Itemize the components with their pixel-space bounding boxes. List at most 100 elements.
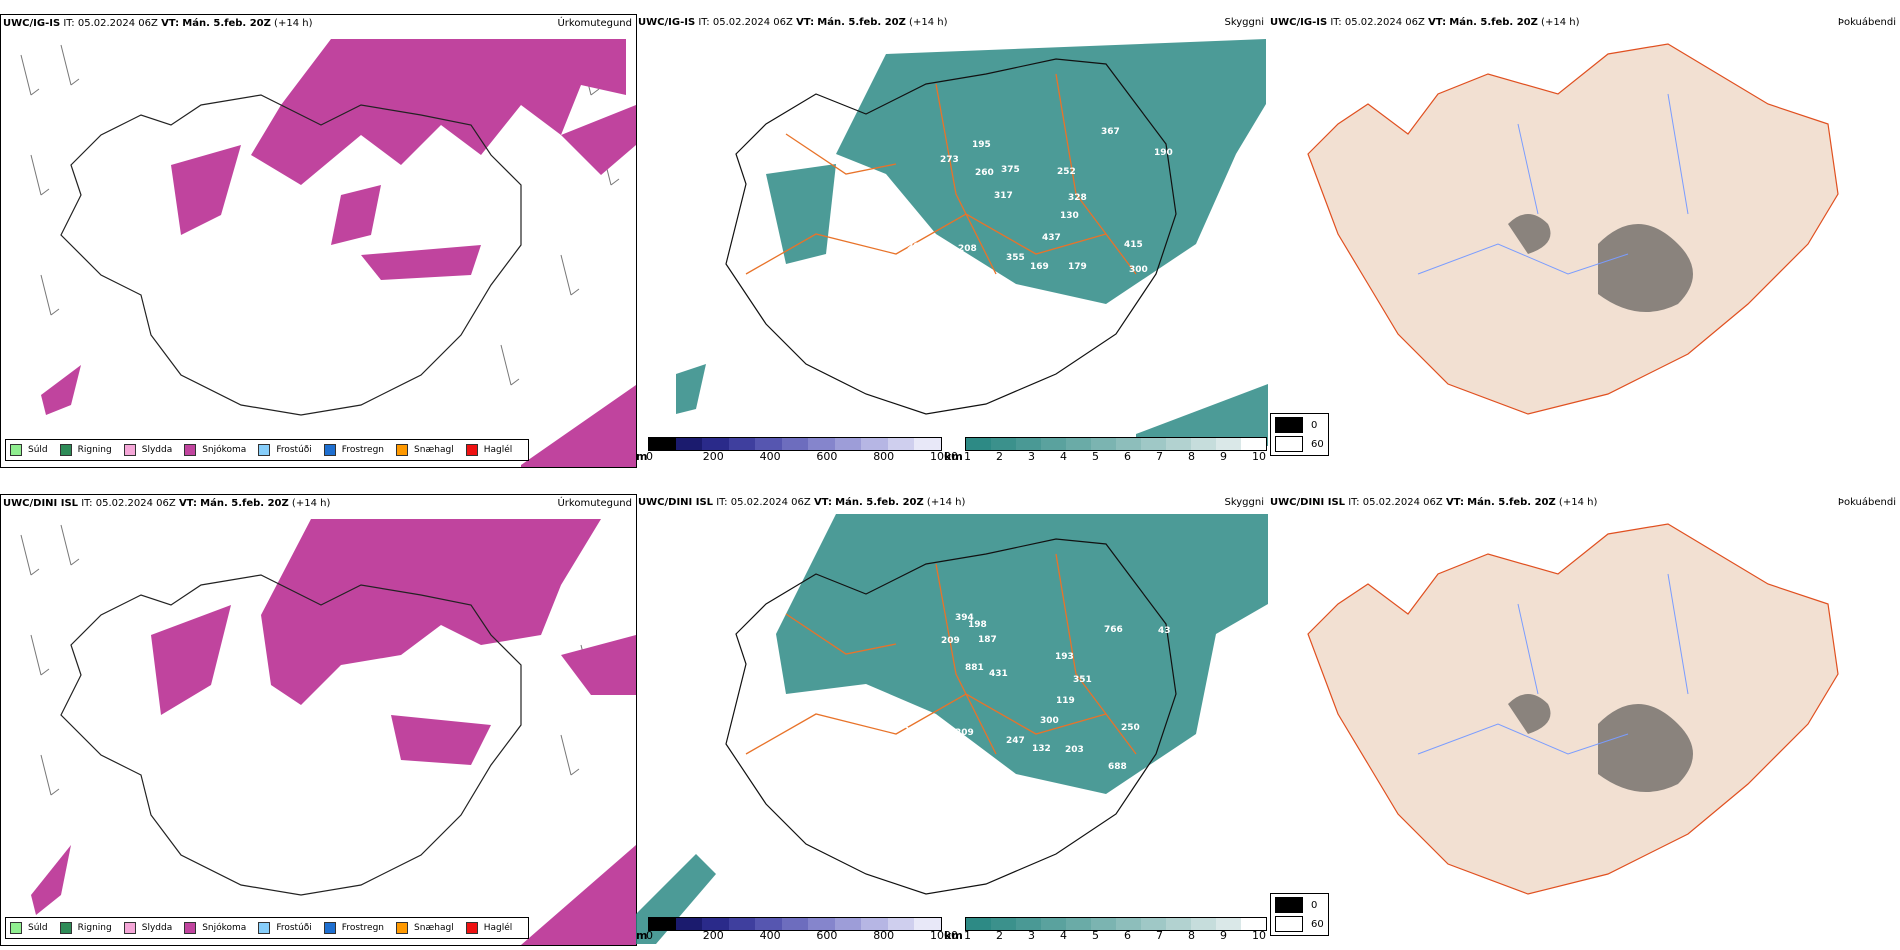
colorbar-segment	[887, 918, 915, 930]
tick-label: 0	[646, 450, 653, 463]
colorbar-segment	[728, 438, 756, 450]
colorbar-segment	[675, 438, 703, 450]
precip-map	[20, 39, 636, 467]
rivers	[1417, 93, 1689, 275]
legend-swatch	[59, 922, 72, 934]
colorbar-segment	[649, 918, 676, 930]
fog-legend-bottom: 60	[1311, 438, 1324, 450]
fog-map	[1307, 43, 1839, 415]
legend-item: Snæhagl	[396, 444, 454, 456]
colorbar-segment	[1191, 918, 1216, 930]
visibility-colorbar	[965, 917, 1267, 931]
colorbar-segment	[781, 918, 809, 930]
colorbar-segment	[1116, 438, 1141, 450]
tick-label: 7	[1156, 450, 1163, 463]
legend-swatch	[184, 444, 197, 456]
model-name: UWC/IG-IS	[1270, 17, 1328, 28]
it-label: IT:	[716, 497, 728, 508]
panel-title: Úrkomutegund	[557, 18, 632, 29]
tick-label: 3	[1028, 929, 1035, 942]
colorbar-segment	[1091, 918, 1116, 930]
colorbar-segment	[808, 438, 835, 450]
colorbar-segment	[1091, 438, 1116, 450]
legend-item: Slydda	[123, 922, 172, 934]
legend-label: Snæhagl	[414, 445, 454, 455]
height-unit: m	[636, 450, 648, 463]
lead-time: (+14 h)	[291, 498, 331, 509]
vt-value: Mán. 5.feb. 20Z	[1467, 497, 1556, 508]
tick-label: 9	[1220, 929, 1227, 942]
visibility-map	[676, 39, 1268, 446]
iceland-coastline	[725, 58, 1177, 415]
fog-panel-row1: UWC/IG-IS IT: 05.02.2024 06Z VT: Mán. 5.…	[1268, 14, 1900, 466]
vt-value: Mán. 5.feb. 20Z	[200, 498, 289, 509]
colorbar-segment	[914, 438, 942, 450]
legend-label: Frostregn	[341, 445, 385, 455]
panel-title: Skyggni	[1224, 497, 1264, 508]
snow-areas	[41, 39, 636, 467]
legend-item: Snjókoma	[184, 922, 246, 934]
colorbar-segment	[914, 918, 942, 930]
visibility-unit: km	[944, 450, 963, 463]
colorbar-segment	[887, 438, 915, 450]
model-name: UWC/IG-IS	[638, 17, 696, 28]
colorbar-segment	[755, 918, 782, 930]
legend-label: Rigning	[77, 445, 112, 455]
colorbar-segment	[1066, 918, 1091, 930]
legend-label: Snæhagl	[414, 923, 454, 933]
legend-item: Haglél	[465, 922, 512, 934]
legend-item: Frostúði	[258, 922, 312, 934]
tick-label: 8	[1188, 450, 1195, 463]
legend-label: Slydda	[141, 445, 173, 455]
precip-panel-row1: UWC/IG-IS IT: 05.02.2024 06Z VT: Mán. 5.…	[0, 14, 637, 468]
vt-label: VT:	[813, 497, 832, 508]
tick-label: 800	[873, 450, 895, 463]
colorbar-segment	[834, 438, 862, 450]
model-name: UWC/IG-IS	[3, 18, 61, 29]
tick-label: 600	[816, 929, 838, 942]
colorbar-segment	[1016, 438, 1041, 450]
colorbar-segment	[1166, 438, 1191, 450]
it-label: IT:	[1330, 17, 1342, 28]
panel-title: Þokuábendi	[1837, 17, 1896, 28]
low-visibility-areas	[636, 514, 1268, 944]
colorbar-segment	[675, 918, 703, 930]
fog-legend-bottom: 60	[1311, 918, 1324, 930]
panel-title: Skyggni	[1224, 17, 1264, 28]
legend-item: Frostúði	[258, 444, 312, 456]
header-row2-visibility: UWC/DINI ISL IT: 05.02.2024 06Z VT: Mán.…	[638, 497, 965, 508]
visibility-unit: km	[944, 929, 963, 942]
legend-swatch	[123, 922, 136, 934]
low-visibility-areas	[676, 39, 1268, 446]
tick-label: 1	[964, 450, 971, 463]
vt-value: Mán. 5.feb. 20Z	[835, 497, 924, 508]
model-name: UWC/DINI ISL	[638, 497, 714, 508]
it-value: 05.02.2024 06Z	[77, 18, 158, 29]
header-row1-fog: UWC/IG-IS IT: 05.02.2024 06Z VT: Mán. 5.…	[1270, 17, 1579, 28]
it-value: 05.02.2024 06Z	[1362, 497, 1443, 508]
precip-legend: Súld Rigning Slydda Snjókoma Frostúði Frostre…	[5, 439, 530, 461]
it-value: 05.02.2024 06Z	[95, 498, 176, 509]
iceland-land	[1307, 523, 1839, 895]
colorbar-segment	[1166, 918, 1191, 930]
it-value: 05.02.2024 06Z	[730, 497, 811, 508]
tick-label: 3	[1028, 450, 1035, 463]
model-name: UWC/DINI ISL	[3, 498, 79, 509]
legend-swatch	[258, 922, 271, 934]
legend-label: Frostúði	[276, 923, 312, 933]
colorbar-segment	[1241, 918, 1266, 930]
legend-item: Frostregn	[323, 922, 384, 934]
visibility-panel-row2: UWC/DINI ISL IT: 05.02.2024 06Z VT: Mán.…	[636, 494, 1268, 944]
legend-item: Haglél	[465, 444, 512, 456]
legend-label: Súld	[28, 923, 48, 933]
vt-label: VT:	[796, 17, 815, 28]
legend-item: Snæhagl	[396, 922, 454, 934]
colorbar-segment	[1141, 438, 1166, 450]
colorbar-segment	[1041, 438, 1066, 450]
legend-item: Snjókoma	[184, 444, 246, 456]
lead-time: (+14 h)	[1558, 497, 1598, 508]
legend-swatch	[184, 922, 197, 934]
colorbar-segment	[808, 918, 835, 930]
colorbar-segment	[861, 918, 888, 930]
legend-swatch	[258, 444, 271, 456]
